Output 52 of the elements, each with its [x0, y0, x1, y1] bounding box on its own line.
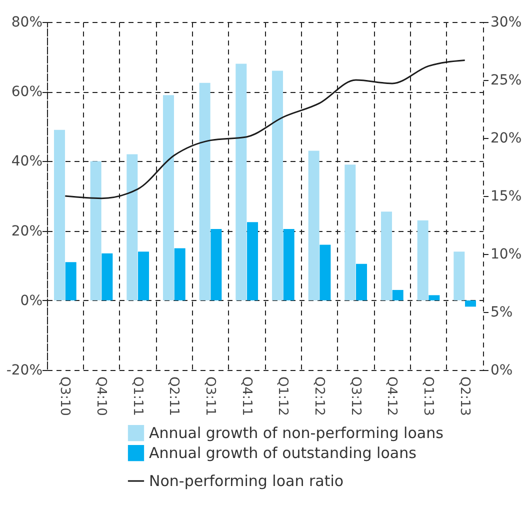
y-tick-label: -20%	[6, 362, 42, 378]
x-tick-label: Q4:12	[384, 376, 400, 416]
y2-tick-label: 30%	[490, 14, 522, 30]
x-tick-label: Q3:10	[57, 376, 72, 416]
y2-tick-label: 10%	[490, 246, 522, 262]
bar	[102, 253, 113, 300]
y2-tick-label: 5%	[490, 304, 513, 320]
bar	[210, 229, 222, 300]
bar	[320, 244, 331, 300]
x-tick-label: Q1:12	[275, 376, 290, 416]
x-tick-label: Q3:12	[348, 376, 363, 416]
bar	[380, 212, 392, 300]
y2-tick-label: 25%	[490, 72, 522, 88]
y2-tick-label: 20%	[490, 130, 522, 146]
bar	[54, 130, 65, 300]
y-tick-label: 20%	[11, 223, 42, 240]
bar	[454, 252, 465, 300]
bar	[272, 70, 283, 300]
y-tick-label: 0%	[20, 292, 42, 309]
y-tick-label: 40%	[11, 154, 42, 170]
x-tick-label: Q1:11	[130, 376, 145, 416]
bar	[308, 150, 320, 300]
legend-label: Annual growth of outstanding loans	[149, 444, 417, 462]
y2-tick-label: 15%	[490, 188, 522, 204]
bar	[126, 154, 138, 300]
bar	[236, 64, 247, 300]
y-tick-label: 60%	[11, 84, 42, 100]
bar	[283, 229, 294, 300]
x-tick-label: Q2:13	[456, 376, 472, 416]
x-tick-label: Q4:10	[94, 376, 108, 416]
y-tick-label: 80%	[11, 14, 42, 30]
legend-label: Annual growth of non-performing loans	[149, 424, 444, 442]
bar	[199, 82, 210, 300]
x-tick-label: Q3:11	[202, 376, 218, 416]
bar	[344, 164, 356, 300]
bar	[174, 248, 186, 300]
bar	[356, 264, 368, 300]
x-tick-label: Q2:12	[312, 376, 326, 416]
bar	[90, 161, 102, 300]
bar	[428, 295, 440, 300]
x-tick-label: Q4:11	[238, 376, 254, 416]
legend-label: Non-performing loan ratio	[149, 472, 344, 490]
bar	[162, 95, 174, 300]
bar	[465, 300, 476, 307]
x-tick-label: Q1:13	[420, 376, 436, 416]
x-tick-label: Q2:11	[166, 376, 182, 416]
bar	[247, 222, 258, 300]
bar	[138, 252, 150, 300]
bar	[65, 262, 76, 300]
bar	[392, 290, 404, 300]
bar	[417, 220, 428, 300]
y2-tick-label: 0%	[490, 362, 513, 378]
